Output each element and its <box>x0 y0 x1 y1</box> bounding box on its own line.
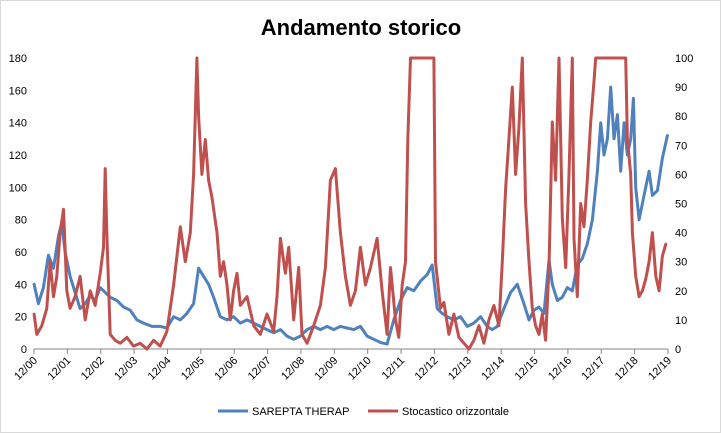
legend-label: Stocastico orizzontale <box>402 406 509 418</box>
x-tick-label: 12/13 <box>446 355 474 383</box>
x-tick-label: 12/15 <box>513 355 541 383</box>
x-tick-label: 12/00 <box>12 355 40 383</box>
x-tick-label: 12/19 <box>646 355 674 383</box>
series-line-stocastico <box>32 56 668 351</box>
left-y-tick-label: 0 <box>21 344 27 356</box>
left-y-tick-label: 180 <box>9 53 27 65</box>
right-y-axis: 0 10 20 30 40 50 60 70 80 90 100 <box>675 53 693 356</box>
series-line-sarepta <box>32 85 669 346</box>
right-y-tick-label: 10 <box>675 315 687 327</box>
left-y-tick-label: 40 <box>15 279 27 291</box>
right-y-tick-label: 80 <box>675 111 687 123</box>
left-y-tick-label: 20 <box>15 312 27 324</box>
right-y-tick-label: 0 <box>675 344 681 356</box>
chart-title: Andamento storico <box>261 15 461 40</box>
left-y-tick-label: 120 <box>9 150 27 162</box>
x-tick-label: 12/18 <box>613 355 641 383</box>
x-tick-label: 12/07 <box>246 355 274 383</box>
left-y-tick-label: 160 <box>9 85 27 97</box>
right-y-tick-label: 40 <box>675 228 687 240</box>
x-tick-label: 12/17 <box>579 355 607 383</box>
legend-label: SAREPTA THERAP <box>252 406 349 418</box>
x-tick-label: 12/14 <box>479 355 507 383</box>
right-y-tick-label: 90 <box>675 82 687 94</box>
series-layer <box>32 56 669 351</box>
left-y-tick-label: 100 <box>9 182 27 194</box>
x-tick-label: 12/12 <box>413 355 441 383</box>
x-tick-label: 12/01 <box>46 355 74 383</box>
left-y-axis: 0 20 40 60 80 100 120 140 160 180 <box>9 53 27 356</box>
left-y-tick-label: 60 <box>15 247 27 259</box>
x-tick-label: 12/05 <box>179 355 207 383</box>
x-tick-label: 12/09 <box>312 355 340 383</box>
right-y-tick-label: 60 <box>675 169 687 181</box>
legend: SAREPTA THERAP Stocastico orizzontale <box>218 406 509 418</box>
left-y-tick-label: 140 <box>9 118 27 130</box>
right-y-tick-label: 30 <box>675 257 687 269</box>
x-axis: 12/00 12/01 12/02 12/03 12/04 12/05 12/06 12/07… <box>12 349 674 383</box>
x-tick-label: 12/04 <box>146 355 174 383</box>
x-tick-label: 12/11 <box>380 355 407 382</box>
left-y-tick-label: 80 <box>15 215 27 227</box>
x-tick-label: 12/10 <box>346 355 374 383</box>
x-tick-label: 12/08 <box>279 355 307 383</box>
right-y-tick-label: 70 <box>675 140 687 152</box>
x-tick-label: 12/03 <box>112 355 140 383</box>
x-tick-label: 12/02 <box>79 355 107 383</box>
right-y-tick-label: 20 <box>675 286 687 298</box>
right-y-tick-label: 50 <box>675 199 687 211</box>
x-tick-label: 12/16 <box>546 355 574 383</box>
right-y-tick-label: 100 <box>675 53 693 65</box>
x-tick-label: 12/06 <box>212 355 240 383</box>
